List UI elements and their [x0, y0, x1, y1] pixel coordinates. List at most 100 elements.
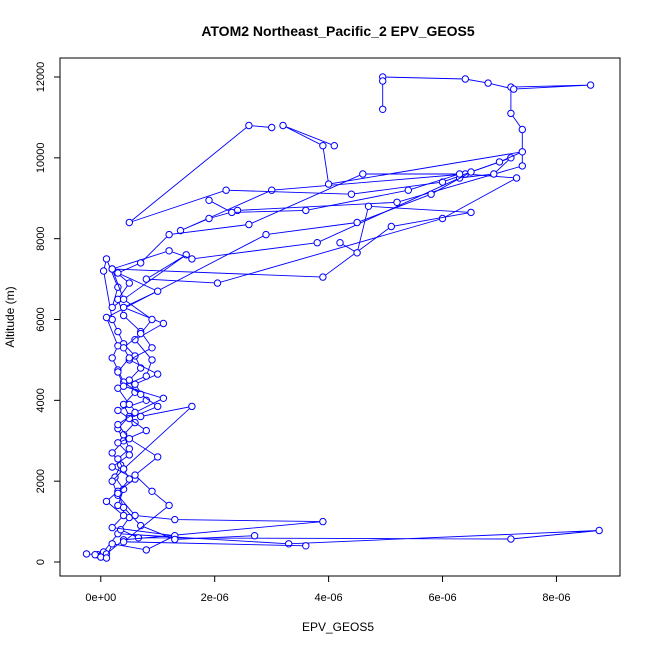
data-point — [108, 477, 116, 485]
data-point — [404, 186, 412, 194]
series-line — [111, 205, 472, 547]
data-point — [279, 121, 287, 130]
data-point — [302, 206, 310, 215]
data-point — [108, 540, 116, 548]
series-line — [116, 173, 460, 540]
data-point — [262, 230, 270, 239]
x-tick-label: 8e-06 — [542, 592, 570, 604]
data-point — [427, 190, 435, 198]
data-point — [467, 208, 475, 217]
data-point — [512, 174, 521, 182]
data-point — [148, 487, 156, 495]
data-point — [268, 186, 276, 194]
data-point — [245, 121, 253, 130]
data-point — [137, 259, 145, 267]
data-point — [165, 247, 173, 255]
x-axis: 0e+00 2e-06 4e-06 6e-06 8e-06 — [85, 575, 571, 604]
data-point — [102, 497, 111, 506]
data-point — [518, 125, 526, 134]
data-point — [359, 170, 367, 178]
data-point — [108, 265, 116, 273]
plot-box — [59, 57, 621, 577]
data-point — [347, 190, 356, 198]
data-point — [108, 523, 116, 532]
y-tick-label: 10000 — [35, 143, 47, 174]
data-point — [484, 79, 492, 87]
data-point — [324, 180, 333, 188]
data-point — [125, 354, 134, 362]
chart-title: ATOM2 Northeast_Pacific_2 EPV_GEOS5 — [201, 23, 475, 39]
data-point — [379, 105, 387, 114]
data-point — [102, 554, 111, 562]
data-point — [302, 542, 310, 550]
data-point — [518, 162, 526, 170]
series-line — [94, 125, 512, 558]
data-point — [495, 158, 504, 166]
data-point — [285, 540, 293, 548]
data-point — [171, 535, 179, 544]
data-point — [102, 313, 111, 322]
data-point — [188, 402, 196, 411]
y-tick-label: 4000 — [35, 388, 47, 412]
data-point — [119, 303, 128, 312]
data-point — [510, 85, 518, 93]
series-layer — [82, 73, 603, 562]
data-point — [125, 218, 134, 227]
data-point — [330, 142, 338, 150]
data-point — [125, 451, 134, 459]
data-point — [245, 220, 253, 229]
data-point — [490, 170, 498, 178]
data-point — [108, 303, 116, 312]
data-point — [393, 198, 401, 207]
data-point — [142, 546, 151, 554]
data-point — [228, 208, 236, 217]
data-point — [159, 394, 168, 402]
series-3 — [102, 121, 526, 562]
x-tick-label: 0e+00 — [85, 592, 116, 604]
data-point — [148, 356, 156, 364]
data-point — [119, 295, 128, 303]
data-point — [119, 344, 128, 352]
data-point — [117, 526, 125, 534]
data-point — [125, 279, 134, 287]
data-point — [119, 311, 128, 320]
data-point — [171, 515, 179, 524]
data-point — [148, 315, 156, 324]
data-point — [108, 463, 116, 471]
data-point — [119, 511, 128, 520]
x-tick-label: 6e-06 — [428, 592, 456, 604]
data-point — [595, 526, 603, 535]
data-point — [82, 550, 91, 558]
data-point — [131, 408, 139, 417]
data-point — [119, 465, 128, 473]
data-point — [379, 77, 387, 85]
data-point — [518, 148, 526, 156]
y-tick-label: 2000 — [35, 469, 47, 493]
data-point — [114, 327, 122, 336]
data-point — [102, 255, 111, 263]
data-point — [137, 412, 145, 421]
series-1 — [82, 73, 603, 560]
data-point — [467, 168, 475, 176]
data-point — [114, 406, 122, 415]
data-point — [125, 435, 134, 443]
data-point — [142, 426, 151, 435]
data-point — [387, 222, 395, 231]
data-point — [319, 517, 327, 526]
data-point — [176, 226, 185, 235]
data-point — [114, 439, 122, 447]
data-point — [507, 535, 515, 543]
y-tick-label: 0 — [35, 559, 47, 565]
data-point — [119, 538, 128, 546]
data-point — [142, 372, 151, 380]
data-point — [131, 336, 139, 344]
data-point — [131, 471, 139, 479]
data-point — [142, 275, 151, 283]
x-tick-label: 4e-06 — [315, 592, 343, 604]
data-point — [125, 475, 134, 483]
y-axis: 0 2000 4000 6000 8000 10000 12000 — [35, 62, 61, 565]
data-point — [125, 400, 134, 409]
data-point — [313, 239, 321, 247]
data-point — [114, 269, 122, 277]
data-point — [213, 279, 222, 287]
